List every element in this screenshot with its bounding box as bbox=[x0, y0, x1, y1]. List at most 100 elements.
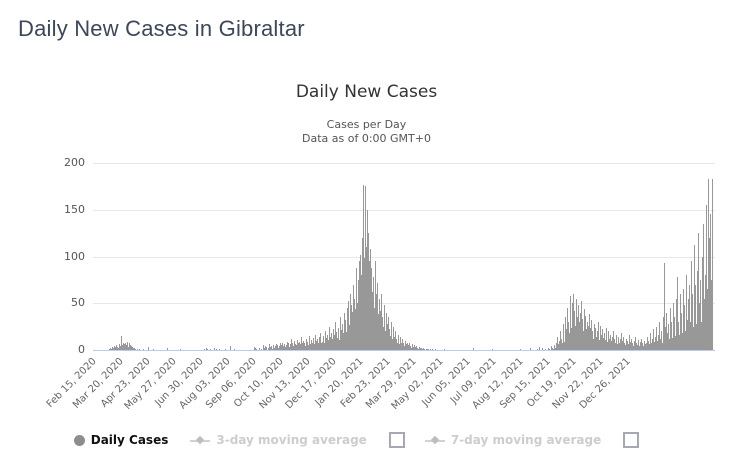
bar[interactable] bbox=[297, 343, 299, 350]
bar[interactable] bbox=[565, 329, 567, 350]
bar[interactable] bbox=[341, 335, 343, 350]
bar[interactable] bbox=[367, 209, 368, 350]
bar[interactable] bbox=[117, 347, 118, 350]
bar[interactable] bbox=[310, 344, 311, 350]
bar[interactable] bbox=[400, 342, 402, 350]
bar[interactable] bbox=[352, 311, 354, 350]
bar[interactable] bbox=[677, 277, 679, 350]
bar[interactable] bbox=[383, 305, 385, 350]
bar[interactable] bbox=[671, 321, 672, 350]
bar[interactable] bbox=[686, 320, 688, 350]
bar[interactable] bbox=[644, 344, 646, 350]
bar[interactable] bbox=[315, 340, 317, 350]
bar[interactable] bbox=[670, 331, 672, 350]
bar[interactable] bbox=[661, 342, 663, 350]
bar[interactable] bbox=[582, 319, 583, 350]
bar[interactable] bbox=[345, 320, 347, 350]
bar[interactable] bbox=[229, 346, 231, 350]
bar[interactable] bbox=[372, 277, 374, 350]
bar[interactable] bbox=[675, 298, 677, 350]
bar[interactable] bbox=[321, 343, 322, 350]
bar[interactable] bbox=[310, 339, 312, 350]
bar[interactable] bbox=[259, 348, 261, 350]
bar[interactable] bbox=[342, 323, 343, 350]
bar[interactable] bbox=[642, 343, 643, 350]
bar[interactable] bbox=[421, 348, 422, 350]
bar[interactable] bbox=[407, 342, 408, 350]
bar[interactable] bbox=[256, 349, 258, 350]
bar[interactable] bbox=[605, 327, 607, 350]
bar[interactable] bbox=[328, 339, 329, 350]
bar[interactable] bbox=[421, 349, 423, 350]
bar[interactable] bbox=[410, 348, 412, 350]
bar[interactable] bbox=[302, 345, 304, 350]
bar[interactable] bbox=[118, 348, 119, 350]
bar[interactable] bbox=[603, 333, 605, 350]
bar[interactable] bbox=[614, 343, 616, 350]
bar[interactable] bbox=[585, 316, 586, 350]
bar[interactable] bbox=[340, 330, 342, 350]
bar[interactable] bbox=[375, 293, 377, 350]
bar[interactable] bbox=[414, 347, 416, 350]
bar[interactable] bbox=[114, 346, 115, 350]
bar[interactable] bbox=[707, 289, 708, 350]
bar[interactable] bbox=[119, 346, 121, 350]
bar[interactable] bbox=[269, 347, 271, 350]
bar[interactable] bbox=[306, 344, 308, 350]
bar[interactable] bbox=[292, 342, 293, 350]
bar[interactable] bbox=[648, 340, 650, 350]
bar[interactable] bbox=[413, 348, 415, 350]
bar[interactable] bbox=[415, 349, 417, 350]
bar[interactable] bbox=[550, 346, 552, 350]
bar[interactable] bbox=[420, 349, 422, 350]
bar[interactable] bbox=[616, 340, 618, 350]
bar[interactable] bbox=[121, 335, 122, 350]
bar[interactable] bbox=[153, 349, 154, 350]
bar[interactable] bbox=[214, 348, 215, 350]
bar[interactable] bbox=[368, 233, 369, 350]
bar[interactable] bbox=[403, 346, 405, 350]
bar[interactable] bbox=[332, 329, 334, 350]
bar[interactable] bbox=[570, 314, 572, 350]
bar[interactable] bbox=[380, 321, 382, 350]
bar[interactable] bbox=[586, 321, 588, 350]
bar[interactable] bbox=[411, 344, 413, 350]
bar[interactable] bbox=[359, 286, 361, 350]
bar[interactable] bbox=[650, 333, 651, 350]
bar[interactable] bbox=[412, 347, 414, 350]
bar[interactable] bbox=[203, 349, 205, 350]
bar[interactable] bbox=[653, 341, 655, 350]
bar[interactable] bbox=[580, 326, 582, 350]
bar[interactable] bbox=[317, 338, 318, 350]
bar[interactable] bbox=[703, 223, 704, 350]
bar[interactable] bbox=[294, 344, 296, 350]
bar[interactable] bbox=[293, 340, 295, 350]
bar[interactable] bbox=[370, 249, 372, 350]
bar[interactable] bbox=[553, 349, 554, 350]
bar[interactable] bbox=[313, 341, 315, 350]
bar[interactable] bbox=[309, 342, 311, 350]
bar[interactable] bbox=[303, 340, 304, 350]
bar[interactable] bbox=[634, 344, 636, 350]
bar[interactable] bbox=[694, 307, 696, 350]
bar[interactable] bbox=[332, 338, 333, 350]
bar[interactable] bbox=[385, 331, 386, 350]
bar[interactable] bbox=[637, 339, 639, 350]
bar[interactable] bbox=[397, 335, 399, 350]
bar[interactable] bbox=[426, 349, 428, 350]
bar[interactable] bbox=[388, 317, 390, 350]
bar[interactable] bbox=[409, 343, 411, 350]
bar[interactable] bbox=[233, 349, 235, 350]
bar[interactable] bbox=[405, 344, 407, 350]
bar[interactable] bbox=[595, 327, 597, 350]
bar[interactable] bbox=[378, 298, 380, 350]
bar[interactable] bbox=[703, 298, 705, 350]
bar[interactable] bbox=[130, 346, 132, 350]
bar[interactable] bbox=[128, 347, 129, 350]
bar[interactable] bbox=[669, 307, 671, 350]
bar[interactable] bbox=[324, 342, 326, 350]
bar[interactable] bbox=[693, 245, 695, 350]
bar[interactable] bbox=[330, 340, 332, 350]
bar[interactable] bbox=[691, 314, 693, 350]
bar[interactable] bbox=[389, 329, 390, 350]
